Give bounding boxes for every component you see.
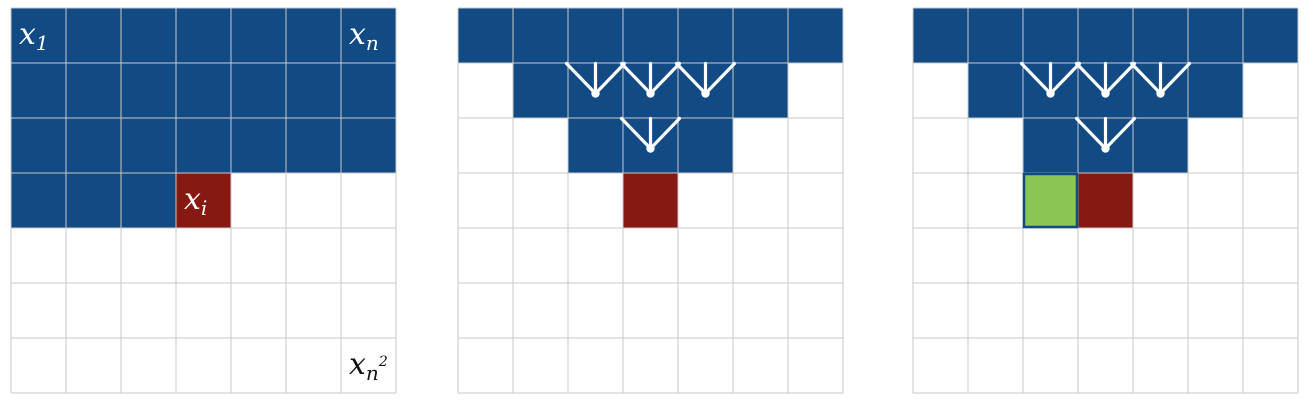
blue-cell [678,8,733,63]
arrow-stroke [1158,61,1192,96]
blue-cell [513,63,568,118]
arrow-stroke [648,61,682,96]
arrow-stroke [1074,116,1108,151]
label-base: x [349,17,366,52]
arrow-stroke [703,61,737,96]
arrow-stroke [1129,61,1163,96]
panel-2 [457,7,844,394]
convolution-arrow-icon [674,61,737,98]
convolution-arrow-icon [1074,61,1137,98]
blue-cell [66,8,121,63]
label-subscript: n [366,361,379,385]
arrow-stroke [648,116,682,151]
current-pixel-cell [1078,173,1133,228]
arrow-dot [1046,89,1055,98]
label-base: x [349,347,366,382]
blue-cell [11,8,66,63]
blue-cell [341,8,396,63]
arrow-dot [1101,89,1110,98]
blue-cell [1188,8,1243,63]
blue-cell [231,63,286,118]
blue-cell [678,118,733,173]
blue-cell [1133,8,1188,63]
convolution-arrow-icon [1019,61,1082,98]
label-base: x [184,182,201,217]
arrow-dot [591,89,600,98]
blue-cell [733,8,788,63]
convolution-arrow-icon [1129,61,1192,98]
blue-cell [1023,118,1078,173]
arrow-stroke [1103,61,1137,96]
blue-cell [341,63,396,118]
current-pixel-cell [176,173,231,228]
arrow-stroke [619,61,653,96]
blue-cell [568,8,623,63]
arrow-dot [701,89,710,98]
blue-cell [913,8,968,63]
arrow-dot [646,89,655,98]
blue-cell [176,118,231,173]
xn2-label: xn2 [349,347,388,385]
blue-cell [968,63,1023,118]
convolution-arrow-icon [1074,116,1137,153]
blue-cell [286,8,341,63]
panel-3 [912,7,1299,394]
blue-cell [176,8,231,63]
xi-label: xi [184,182,207,220]
arrow-stroke [619,116,653,151]
xn-label: xn [349,17,379,55]
arrow-stroke [1103,116,1137,151]
arrow-stroke [674,61,708,96]
arrow-stroke [564,61,598,96]
blue-cell [788,8,843,63]
arrow-stroke [1019,61,1053,96]
blue-cell [1078,8,1133,63]
convolution-arrow-icon [564,61,627,98]
label-base: x [19,17,36,52]
blue-cell [121,118,176,173]
blue-cell [176,63,231,118]
label-subscript: i [201,196,207,220]
blue-cell [1023,8,1078,63]
x1-label: x1 [19,17,49,55]
convolution-arrow-icon [619,116,682,153]
blue-cell [66,173,121,228]
blue-cell [66,63,121,118]
blue-cell [11,118,66,173]
blue-cell [1243,8,1298,63]
blue-cell [231,8,286,63]
arrow-stroke [593,61,627,96]
blue-cell [286,63,341,118]
arrow-stroke [1074,61,1108,96]
blue-cell [121,173,176,228]
blue-cell [733,63,788,118]
label-subscript: n [366,31,379,55]
blue-cell [11,173,66,228]
current-pixel-cell [623,173,678,228]
blue-cell [623,8,678,63]
blue-cell [458,8,513,63]
blue-cell [66,118,121,173]
blue-cell [341,118,396,173]
blue-cell [286,118,341,173]
blue-cell [513,8,568,63]
blue-cell [121,63,176,118]
blue-cell [231,118,286,173]
label-subscript: 1 [36,31,49,55]
blue-cell [568,118,623,173]
arrow-stroke [1048,61,1082,96]
blue-cell [11,63,66,118]
blue-cell [968,8,1023,63]
blue-cell [1133,118,1188,173]
predicted-pixel-cell [1022,172,1079,229]
arrow-dot [1156,89,1165,98]
convolution-arrow-icon [619,61,682,98]
arrow-dot [646,144,655,153]
blue-cell [121,8,176,63]
arrow-dot [1101,144,1110,153]
label-superscript: 2 [378,354,388,370]
blue-cell [1188,63,1243,118]
